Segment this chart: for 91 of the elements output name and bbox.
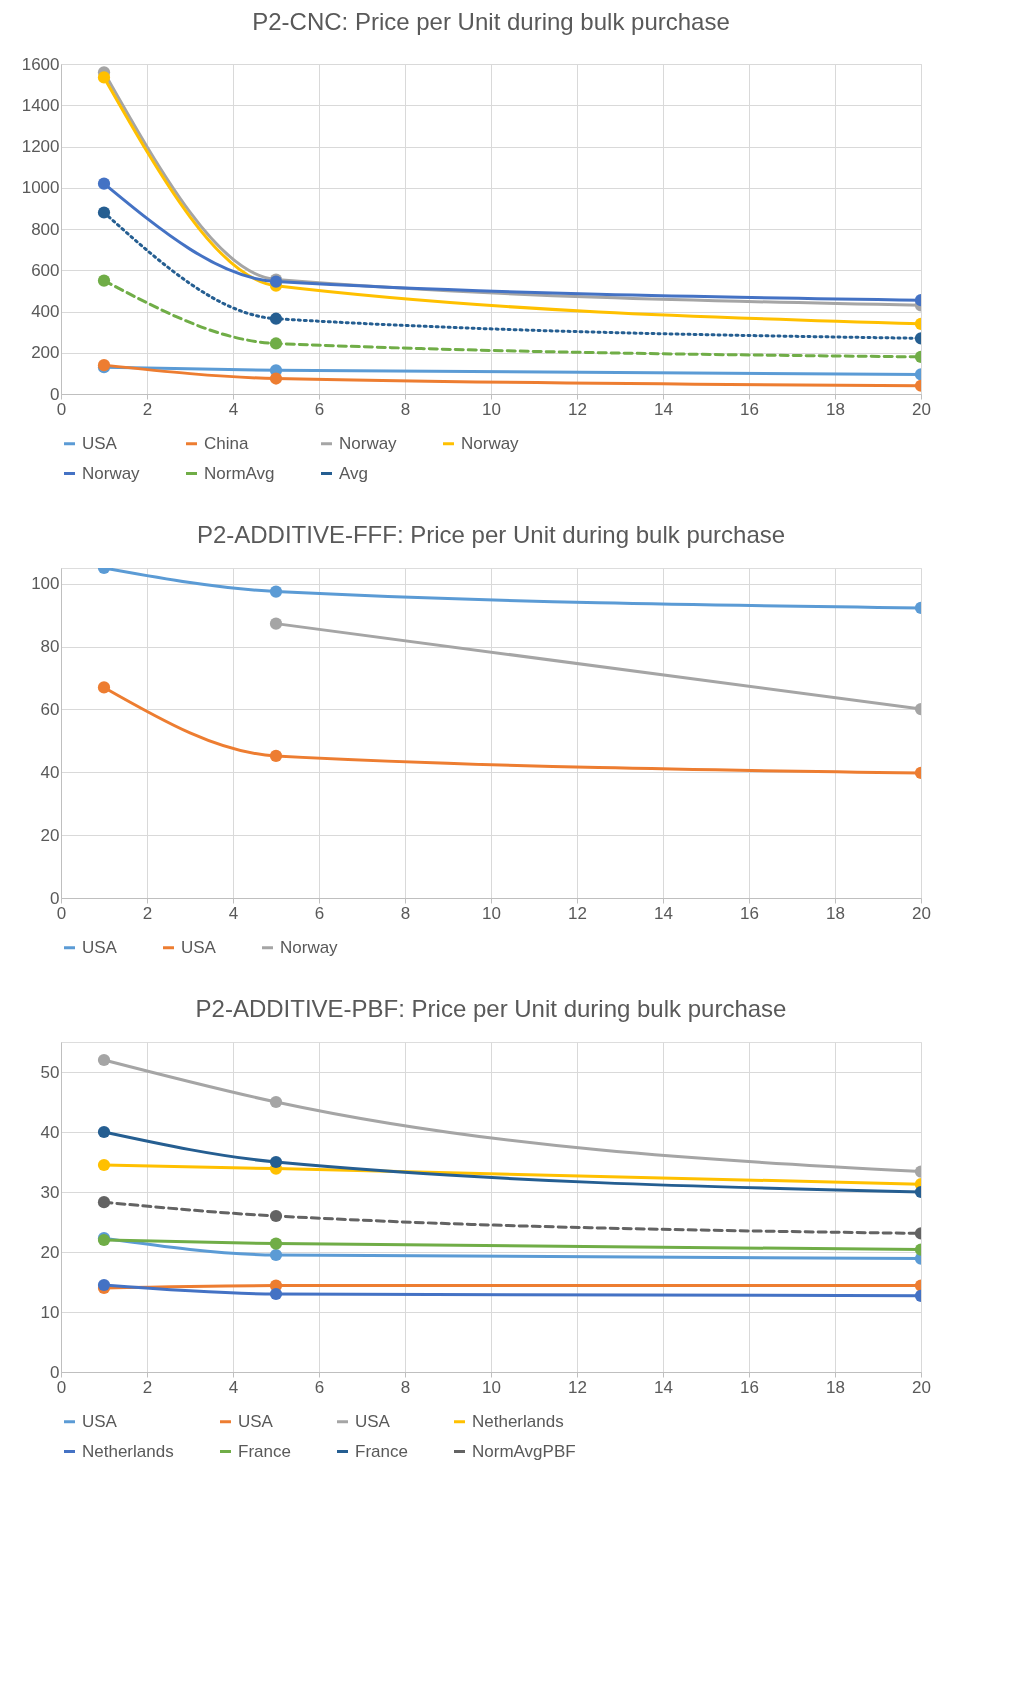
legend-label: Norway	[280, 937, 339, 957]
point	[97, 681, 111, 694]
x-tick-label: 18	[826, 1377, 845, 1397]
y-tick-label: 40	[40, 1122, 60, 1142]
y-tick-label: 0	[50, 384, 60, 404]
y-tick-label: 0	[50, 1362, 60, 1382]
chart-title: P2-ADDITIVE-FFF: Price per Unit during bulk purchase	[196, 521, 786, 548]
x-tick-label: 6	[314, 399, 325, 419]
chart-title: P2-ADDITIVE-PBF: Price per Unit during bulk purchase	[195, 995, 787, 1022]
x-tick-label: 4	[228, 399, 239, 419]
y-tick-label: 80	[40, 637, 60, 657]
x-tick-label: 20	[912, 1377, 931, 1397]
point	[269, 1095, 283, 1109]
legend-label: France	[238, 1441, 291, 1461]
y-tick-label: 10	[40, 1302, 60, 1322]
legend-label: Netherlands	[82, 1441, 174, 1461]
legend-label: China	[204, 433, 249, 453]
point	[269, 337, 283, 350]
legend-label: Avg	[339, 463, 368, 483]
chart-title: P2-CNC: Price per Unit during bulk purchase	[252, 8, 730, 35]
x-tick-label: 12	[568, 399, 587, 419]
point	[97, 274, 111, 287]
y-tick-label: 20	[40, 825, 60, 845]
x-tick-label: 16	[740, 399, 759, 419]
x-tick-label: 2	[142, 1377, 153, 1397]
point	[269, 372, 283, 385]
y-tick-label: 200	[31, 343, 60, 363]
legend-label: USA	[238, 1411, 274, 1431]
x-tick-label: 20	[912, 903, 931, 923]
x-tick-label: 20	[912, 399, 931, 419]
x-tick-label: 4	[228, 1377, 239, 1397]
y-tick-label: 1000	[21, 178, 60, 198]
point	[97, 71, 111, 84]
y-tick-label: 50	[40, 1062, 60, 1082]
y-tick-label: 1400	[21, 95, 60, 115]
y-tick-label: 0	[50, 888, 60, 908]
x-tick-label: 14	[654, 1377, 673, 1397]
point	[269, 1209, 283, 1223]
legend-label: USA	[82, 1411, 118, 1431]
legend-label: Netherlands	[472, 1411, 564, 1431]
point	[269, 1155, 283, 1169]
point	[97, 1125, 111, 1139]
legend-label: USA	[181, 937, 217, 957]
x-tick-label: 14	[654, 903, 673, 923]
point	[97, 1196, 111, 1209]
point	[269, 1248, 283, 1262]
x-tick-label: 6	[314, 1377, 325, 1397]
x-tick-label: 18	[826, 399, 845, 419]
y-tick-label: 400	[31, 302, 60, 321]
y-tick-label: 40	[40, 762, 60, 782]
legend-label: USA	[82, 937, 118, 957]
legend-label: France	[355, 1441, 408, 1461]
y-tick-label: 30	[40, 1182, 60, 1202]
point	[269, 1287, 283, 1301]
y-tick-label: 1200	[21, 137, 60, 156]
legend-label: NormAvgPBF	[472, 1441, 576, 1461]
x-tick-label: 16	[740, 1377, 759, 1397]
x-tick-label: 14	[654, 399, 673, 419]
x-tick-label: 2	[142, 399, 153, 419]
x-tick-label: 18	[826, 903, 845, 923]
x-tick-label: 10	[482, 399, 501, 419]
point	[97, 177, 111, 190]
point	[269, 312, 283, 325]
x-tick-label: 8	[400, 1377, 411, 1397]
x-tick-label: 2	[142, 903, 153, 923]
y-tick-label: 20	[40, 1242, 60, 1262]
legend-label: USA	[82, 433, 118, 453]
legend-label: NormAvg	[204, 463, 275, 483]
x-tick-label: 6	[314, 903, 325, 923]
y-tick-label: 60	[40, 699, 60, 719]
x-tick-label: 12	[568, 1377, 587, 1397]
point	[97, 1053, 111, 1067]
x-tick-label: 4	[228, 903, 239, 923]
legend-label: Norway	[461, 433, 520, 453]
point	[269, 749, 283, 763]
y-tick-label: 100	[31, 574, 60, 594]
y-tick-label: 600	[31, 260, 60, 280]
point	[97, 206, 111, 219]
x-tick-label: 10	[482, 1377, 501, 1397]
x-tick-label: 10	[482, 903, 501, 923]
y-tick-label: 800	[31, 219, 60, 239]
x-tick-label: 8	[400, 903, 411, 923]
point	[97, 1158, 111, 1172]
legend-label: Norway	[82, 463, 141, 483]
x-tick-label: 12	[568, 903, 587, 923]
x-tick-label: 16	[740, 903, 759, 923]
point	[269, 1237, 283, 1250]
x-tick-label: 8	[400, 399, 411, 419]
y-tick-label: 1600	[21, 54, 60, 74]
legend-label: USA	[355, 1411, 391, 1431]
legend-label: Norway	[339, 433, 398, 453]
